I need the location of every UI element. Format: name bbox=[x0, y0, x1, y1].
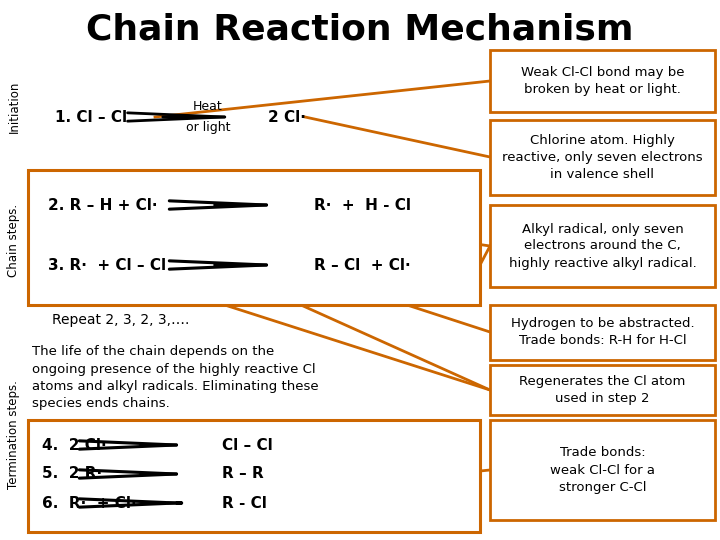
Text: Trade bonds:
weak Cl-Cl for a
stronger C-Cl: Trade bonds: weak Cl-Cl for a stronger C… bbox=[550, 447, 655, 494]
Text: Heat: Heat bbox=[193, 100, 223, 113]
Text: R – R: R – R bbox=[222, 467, 264, 482]
Text: 1. Cl – Cl: 1. Cl – Cl bbox=[55, 110, 127, 125]
Text: 4.  2 Cl·: 4. 2 Cl· bbox=[42, 437, 107, 453]
Text: Termination steps.: Termination steps. bbox=[7, 381, 20, 489]
Text: Chain Reaction Mechanism: Chain Reaction Mechanism bbox=[86, 13, 634, 47]
Text: Alkyl radical, only seven
electrons around the C,
highly reactive alkyl radical.: Alkyl radical, only seven electrons arou… bbox=[508, 222, 696, 269]
Text: Cl – Cl: Cl – Cl bbox=[222, 437, 273, 453]
Text: R·  +  H - Cl: R· + H - Cl bbox=[314, 198, 411, 213]
Text: Initiation: Initiation bbox=[7, 81, 20, 133]
Text: 6.  R·  + Cl·: 6. R· + Cl· bbox=[42, 496, 137, 510]
Text: 2. R – H + Cl·: 2. R – H + Cl· bbox=[48, 198, 158, 213]
Text: 5.  2 R·: 5. 2 R· bbox=[42, 467, 102, 482]
Text: The life of the chain depends on the
ongoing presence of the highly reactive Cl
: The life of the chain depends on the ong… bbox=[32, 345, 319, 410]
Bar bbox=[28, 170, 480, 305]
Text: Repeat 2, 3, 2, 3,….: Repeat 2, 3, 2, 3,…. bbox=[52, 313, 189, 327]
Bar bbox=[490, 120, 715, 195]
Text: Hydrogen to be abstracted.
Trade bonds: R-H for H-Cl: Hydrogen to be abstracted. Trade bonds: … bbox=[510, 318, 694, 348]
Text: Regenerates the Cl atom
used in step 2: Regenerates the Cl atom used in step 2 bbox=[519, 375, 685, 405]
Bar bbox=[490, 420, 715, 520]
Bar bbox=[490, 205, 715, 287]
Text: 3. R·  + Cl – Cl: 3. R· + Cl – Cl bbox=[48, 258, 166, 273]
Text: or light: or light bbox=[186, 120, 230, 133]
Text: Chain steps.: Chain steps. bbox=[7, 204, 20, 276]
Text: R - Cl: R - Cl bbox=[222, 496, 267, 510]
Text: 2 Cl·: 2 Cl· bbox=[268, 110, 306, 125]
Bar bbox=[28, 420, 480, 532]
Text: Chlorine atom. Highly
reactive, only seven electrons
in valence shell: Chlorine atom. Highly reactive, only sev… bbox=[502, 134, 703, 181]
Text: Weak Cl-Cl bond may be
broken by heat or light.: Weak Cl-Cl bond may be broken by heat or… bbox=[521, 66, 684, 96]
Bar bbox=[490, 50, 715, 112]
Text: R – Cl  + Cl·: R – Cl + Cl· bbox=[314, 258, 410, 273]
Bar bbox=[490, 365, 715, 415]
Bar bbox=[490, 305, 715, 360]
